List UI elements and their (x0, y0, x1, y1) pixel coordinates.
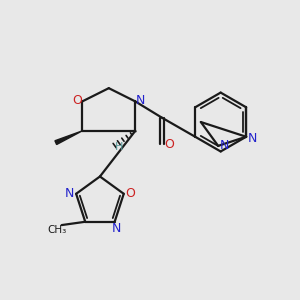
Polygon shape (55, 131, 82, 145)
Text: N: N (136, 94, 145, 107)
Text: O: O (164, 138, 174, 151)
Text: N: N (248, 132, 257, 145)
Text: H: H (115, 142, 123, 152)
Text: O: O (125, 187, 135, 200)
Text: CH₃: CH₃ (48, 225, 67, 236)
Text: N: N (65, 187, 74, 200)
Text: N: N (220, 139, 229, 152)
Text: O: O (72, 94, 82, 107)
Text: N: N (111, 222, 121, 235)
